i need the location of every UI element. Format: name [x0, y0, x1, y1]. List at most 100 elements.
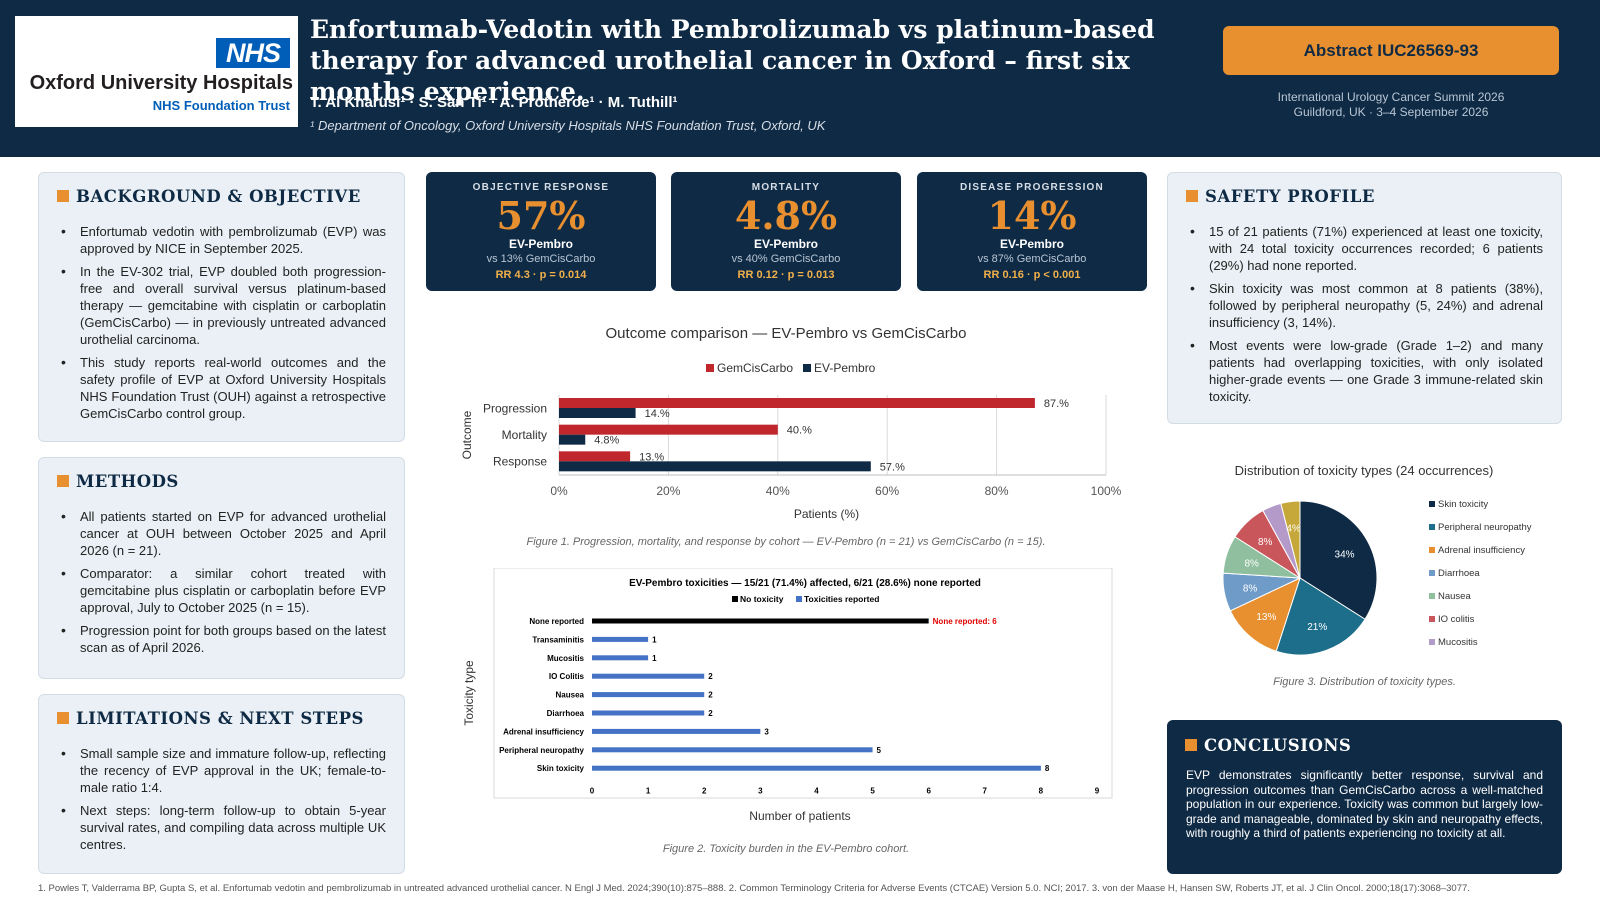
bar	[559, 434, 586, 445]
list-item: Most events were low-grade (Grade 1–2) a…	[1190, 337, 1543, 405]
background-heading: BACKGROUND & OBJECTIVE	[57, 187, 361, 206]
references: 1. Powles T, Valderrama BP, Gupta S, et …	[38, 883, 1470, 894]
chart-title: EV-Pembro toxicities — 15/21 (71.4%) aff…	[629, 578, 981, 589]
stat-group: EV-Pembro	[999, 237, 1065, 251]
x-tick-label: 20%	[656, 484, 680, 498]
y-tick-label: Adrenal insufficiency	[503, 727, 584, 736]
bar	[592, 655, 649, 661]
stat-card-mortality: MORTALITY 4.8% EV-Pembro vs 40% GemCisCa…	[671, 172, 901, 291]
legend-label: No toxicity	[740, 594, 784, 604]
data-label: 1	[652, 654, 657, 663]
stat-value: 4.8%	[734, 193, 838, 238]
safety-panel: SAFETY PROFILE 15 of 21 patients (71%) e…	[1167, 172, 1562, 424]
y-tick-label: Mortality	[502, 428, 547, 442]
slice-label: 21%	[1307, 622, 1327, 633]
x-tick-label: 100%	[1091, 484, 1122, 498]
conference-name: International Urology Cancer Summit 2026	[1277, 90, 1505, 104]
bar	[559, 451, 631, 462]
stat-comparison: vs 87% GemCisCarbo	[977, 253, 1087, 265]
bar	[559, 424, 778, 435]
methods-list: All patients started on EVP for advanced…	[61, 508, 386, 662]
legend-swatch	[1429, 639, 1435, 645]
conclusions-heading: CONCLUSIONS	[1185, 736, 1351, 755]
x-tick-label: 4	[814, 787, 819, 796]
x-tick-label: 60%	[875, 484, 899, 498]
legend-label: GemCisCarbo	[717, 361, 793, 375]
stat-group: EV-Pembro	[753, 237, 819, 251]
legend-swatch	[1429, 593, 1435, 599]
x-tick-label: 40%	[766, 484, 790, 498]
data-label: 40.%	[787, 425, 812, 437]
chart-title: Outcome comparison — EV-Pembro vs GemCis…	[606, 325, 967, 342]
slice-label: 34%	[1335, 550, 1355, 561]
logo-trust-name: NHS Foundation Trust	[152, 98, 290, 113]
figure2-caption: Figure 2. Toxicity burden in the EV-Pemb…	[662, 843, 910, 855]
stat-label: OBJECTIVE RESPONSE	[472, 182, 610, 193]
stat-card-progression: DISEASE PROGRESSION 14% EV-Pembro vs 87%…	[917, 172, 1147, 291]
legend-swatch	[706, 364, 714, 372]
limitations-heading-text: LIMITATIONS & NEXT STEPS	[76, 709, 364, 728]
x-tick-label: 8	[1039, 787, 1044, 796]
list-item: Enfortumab vedotin with pembrolizumab (E…	[61, 223, 386, 257]
y-tick-label: Response	[493, 455, 547, 469]
x-tick-label: 80%	[985, 484, 1009, 498]
conclusions-panel: CONCLUSIONS EVP demonstrates significant…	[1167, 720, 1562, 874]
y-tick-label: Diarrhoea	[547, 709, 585, 718]
legend-swatch	[1429, 547, 1435, 553]
bar	[592, 636, 649, 642]
data-label: 2	[708, 691, 713, 700]
legend-swatch	[1429, 524, 1435, 530]
legend-label: Adrenal insufficiency	[1438, 545, 1525, 556]
poster-header: NHS Oxford University Hospitals NHS Foun…	[0, 0, 1600, 157]
legend-label: Toxicities reported	[804, 594, 879, 604]
toxicity-burden-chart: EV-Pembro toxicities — 15/21 (71.4%) aff…	[462, 568, 1113, 823]
list-item: Small sample size and immature follow-up…	[61, 745, 386, 796]
heading-marker	[57, 475, 69, 487]
figure1-caption: Figure 1. Progression, mortality, and re…	[526, 536, 1046, 548]
pie-slice	[1275, 577, 1366, 656]
methods-panel: METHODS All patients started on EVP for …	[38, 457, 405, 679]
stat-group: EV-Pembro	[508, 237, 574, 251]
slice-label: 4%	[1286, 524, 1301, 535]
methods-heading: METHODS	[57, 472, 179, 491]
y-tick-label: Skin toxicity	[537, 764, 585, 773]
figure3-caption: Figure 3. Distribution of toxicity types…	[1273, 676, 1456, 688]
limitations-list: Small sample size and immature follow-up…	[61, 745, 386, 859]
data-label: 4.8%	[594, 435, 619, 447]
bar	[592, 710, 705, 716]
slice-label: 8%	[1258, 537, 1273, 548]
background-list: Enfortumab vedotin with pembrolizumab (E…	[61, 223, 386, 428]
bar	[559, 461, 871, 472]
background-panel: BACKGROUND & OBJECTIVE Enfortumab vedoti…	[38, 172, 405, 442]
x-axis-title: Patients (%)	[794, 507, 859, 521]
data-label: 8	[1045, 764, 1050, 773]
data-label: 13.%	[639, 451, 664, 463]
legend-swatch	[803, 364, 811, 372]
y-tick-label: Progression	[483, 401, 547, 415]
list-item: Comparator: a similar cohort treated wit…	[61, 565, 386, 616]
stat-rr: RR 0.16 · p < 0.001	[983, 269, 1081, 281]
x-tick-label: 3	[758, 787, 763, 796]
heading-marker	[1185, 739, 1197, 751]
data-label: 1	[652, 635, 657, 644]
chart-frame	[493, 568, 1113, 799]
stat-rr: RR 0.12 · p = 0.013	[737, 269, 835, 281]
x-tick-label: 6	[926, 787, 931, 796]
bar	[592, 673, 705, 679]
bar	[592, 765, 1041, 771]
data-label: 5	[877, 746, 882, 755]
affiliation: ¹ Department of Oncology, Oxford Univers…	[310, 118, 826, 133]
x-tick-label: 0	[590, 787, 595, 796]
legend-swatch	[1429, 616, 1435, 622]
bar	[559, 398, 1035, 408]
y-tick-label: Nausea	[556, 691, 585, 700]
slice-label: 13%	[1256, 612, 1276, 623]
data-label: 87.%	[1044, 398, 1069, 410]
list-item: All patients started on EVP for advanced…	[61, 508, 386, 559]
limitations-heading: LIMITATIONS & NEXT STEPS	[57, 709, 364, 728]
heading-marker	[1186, 190, 1198, 202]
slice-label: 8%	[1243, 584, 1258, 595]
x-tick-label: 2	[702, 787, 707, 796]
toxicity-distribution-pie: Distribution of toxicity types (24 occur…	[1222, 463, 1532, 656]
y-tick-label: Peripheral neuropathy	[499, 746, 584, 755]
